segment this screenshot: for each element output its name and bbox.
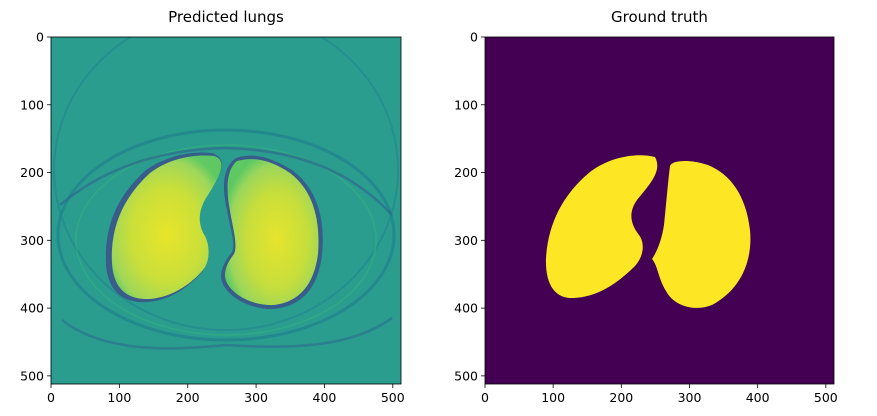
x-tick-label: 0 [47, 390, 55, 405]
x-tick-label: 300 [678, 390, 702, 405]
y-tick-label: 500 [454, 368, 478, 383]
x-tick-label: 500 [381, 390, 405, 405]
plot-frame [50, 36, 402, 385]
ground-truth-panel: Ground truth 0 100 200 300 400 500 0 100 200 300 4… [430, 0, 877, 416]
left-lung-mask [545, 155, 658, 299]
y-tick-label: 200 [20, 165, 44, 180]
predicted-lungs-panel: Predicted lungs [0, 0, 430, 416]
right-lung-mask [652, 160, 751, 308]
y-tick-label: 300 [20, 233, 44, 248]
y-tick-label: 300 [454, 233, 478, 248]
y-tick-label: 100 [454, 97, 478, 112]
left-lung-prediction [111, 155, 222, 300]
x-tick-label: 300 [244, 390, 268, 405]
ground-truth-image [485, 37, 834, 384]
prediction-image [51, 37, 401, 384]
x-tick-label: 400 [746, 390, 770, 405]
x-tick-label: 400 [313, 390, 337, 405]
x-tick-label: 500 [814, 390, 838, 405]
y-tick-label: 500 [20, 368, 44, 383]
y-tick-label: 400 [454, 301, 478, 316]
y-tick-label: 200 [454, 165, 478, 180]
x-tick-label: 100 [107, 390, 131, 405]
x-tick-label: 200 [609, 390, 633, 405]
prediction-image-content [53, 37, 399, 350]
right-lung-prediction [224, 159, 319, 306]
x-tick-label: 100 [541, 390, 565, 405]
panel-title: Ground truth [611, 8, 708, 26]
x-tick-label: 0 [481, 390, 489, 405]
y-tick-label: 0 [470, 30, 478, 45]
y-tick-label: 400 [20, 301, 44, 316]
y-tick-label: 0 [36, 30, 44, 45]
x-tick-label: 200 [176, 390, 200, 405]
y-tick-label: 100 [20, 97, 44, 112]
plot-frame [484, 36, 835, 385]
panel-title: Predicted lungs [168, 8, 284, 26]
